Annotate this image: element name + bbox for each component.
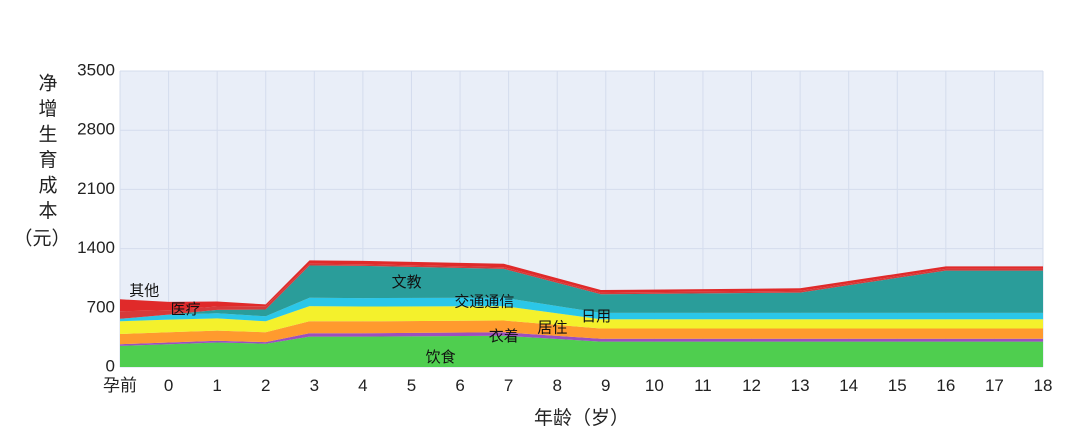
y-axis-title-char: 生 (38, 124, 57, 146)
area-series (120, 260, 1043, 367)
y-axis-title-char: 净 (38, 73, 57, 95)
y-tick-label: 2100 (77, 179, 115, 198)
y-axis-title-char: 本 (38, 200, 57, 222)
series-label: 日用 (581, 307, 611, 325)
x-tick-label: 7 (504, 376, 513, 395)
y-axis-title-char: 增 (38, 98, 57, 120)
x-tick-label: 6 (455, 376, 464, 395)
series-label: 其他 (129, 281, 159, 299)
series-label: 文教 (392, 273, 422, 291)
series-label: 衣着 (489, 327, 519, 345)
x-tick-label: 3 (310, 376, 319, 395)
y-axis-ticks: 0 700 1400 2100 2800 3500 (77, 60, 115, 375)
x-tick-label: 4 (358, 376, 367, 395)
series-label: 医疗 (171, 300, 201, 318)
x-tick-label: 13 (791, 376, 810, 395)
x-axis-title: 年龄（岁） (534, 407, 629, 429)
y-axis-title-char: 育 (38, 149, 57, 171)
area-文教 (120, 265, 1043, 319)
x-tick-label: 9 (601, 376, 610, 395)
area-医疗 (120, 263, 1043, 319)
y-tick-label: 3500 (77, 60, 115, 79)
series-label: 饮食 (426, 348, 456, 366)
x-tick-label: 18 (1034, 376, 1053, 395)
y-tick-label: 700 (87, 297, 115, 316)
x-tick-label: 8 (552, 376, 561, 395)
area-饮食 (120, 335, 1043, 367)
y-tick-label: 0 (106, 356, 115, 375)
y-tick-label: 1400 (77, 238, 115, 257)
x-tick-label: 1 (212, 376, 221, 395)
area-衣着 (120, 332, 1043, 346)
x-tick-label: 2 (261, 376, 270, 395)
x-tick-label: 0 (164, 376, 173, 395)
x-tick-label: 16 (936, 376, 955, 395)
x-axis-ticks: 孕前 0 1 2 3 4 5 6 7 8 9 10 11 12 13 14 15 16 17 18 (103, 376, 1052, 395)
x-tick-label: 孕前 (103, 376, 137, 395)
area-其他 (120, 260, 1043, 312)
series-label: 交通通信 (454, 292, 514, 310)
x-tick-label: 15 (888, 376, 907, 395)
series-label: 居住 (537, 319, 567, 337)
x-tick-label: 17 (985, 376, 1004, 395)
area-日用 (120, 306, 1043, 334)
y-axis-unit: （元） (13, 228, 70, 250)
x-tick-label: 5 (407, 376, 416, 395)
x-tick-label: 11 (694, 376, 712, 395)
area-居住 (120, 320, 1043, 345)
y-tick-label: 2800 (77, 120, 115, 139)
x-tick-label: 12 (742, 376, 761, 395)
x-tick-label: 10 (645, 376, 664, 395)
y-axis-title-char: 成 (38, 175, 57, 197)
x-tick-label: 14 (839, 376, 858, 395)
area-交通通信 (120, 297, 1043, 322)
